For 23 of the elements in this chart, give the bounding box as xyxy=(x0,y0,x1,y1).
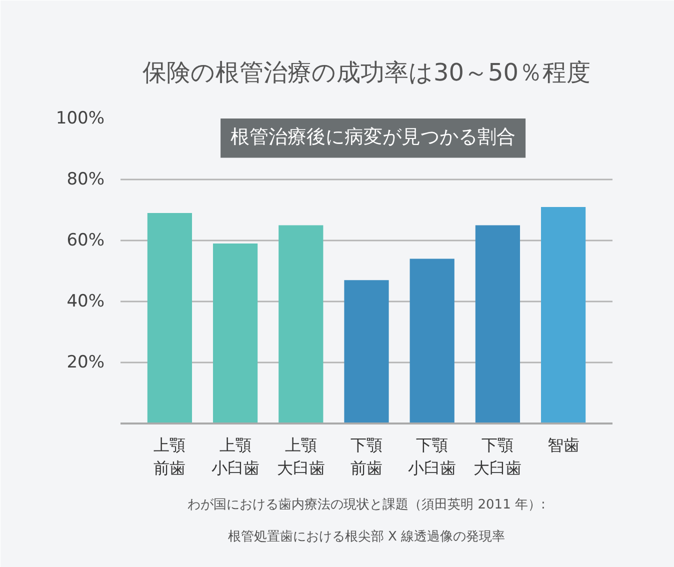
bar xyxy=(475,225,520,424)
x-tick-label: 下顎小臼歯 xyxy=(408,436,456,478)
bar xyxy=(212,244,258,424)
y-tick-label: 80% xyxy=(66,170,105,190)
bar xyxy=(410,258,454,424)
x-tick-label: 上顎小臼歯 xyxy=(211,436,260,478)
bar xyxy=(278,225,324,424)
x-tick-label: 下顎前歯 xyxy=(350,436,382,478)
x-tick-label: 智歯 xyxy=(547,436,580,454)
bar xyxy=(540,206,586,424)
x-tick-label: 上顎大臼歯 xyxy=(276,436,325,478)
text: 根管処置歯における根尖部 X 線透過像の発現率 xyxy=(228,528,506,544)
y-tick-label: 100% xyxy=(56,108,105,128)
bar xyxy=(147,213,192,424)
chart-title: 保険の根管治療の成功率は30～50％程度 xyxy=(142,58,591,86)
x-tick-label: 上顎前歯 xyxy=(154,436,186,478)
y-tick-label: 20% xyxy=(66,352,105,372)
bar xyxy=(344,280,389,424)
chart-subtitle: 根管治療後に病変が見つかる割合 xyxy=(230,126,516,148)
text: わが国における歯内療法の現状と課題（須田英明 2011 年）: xyxy=(188,498,546,512)
x-tick-label: 下顎大臼歯 xyxy=(474,436,522,478)
y-tick-label: 40% xyxy=(66,292,105,312)
y-tick-label: 60% xyxy=(66,230,105,250)
